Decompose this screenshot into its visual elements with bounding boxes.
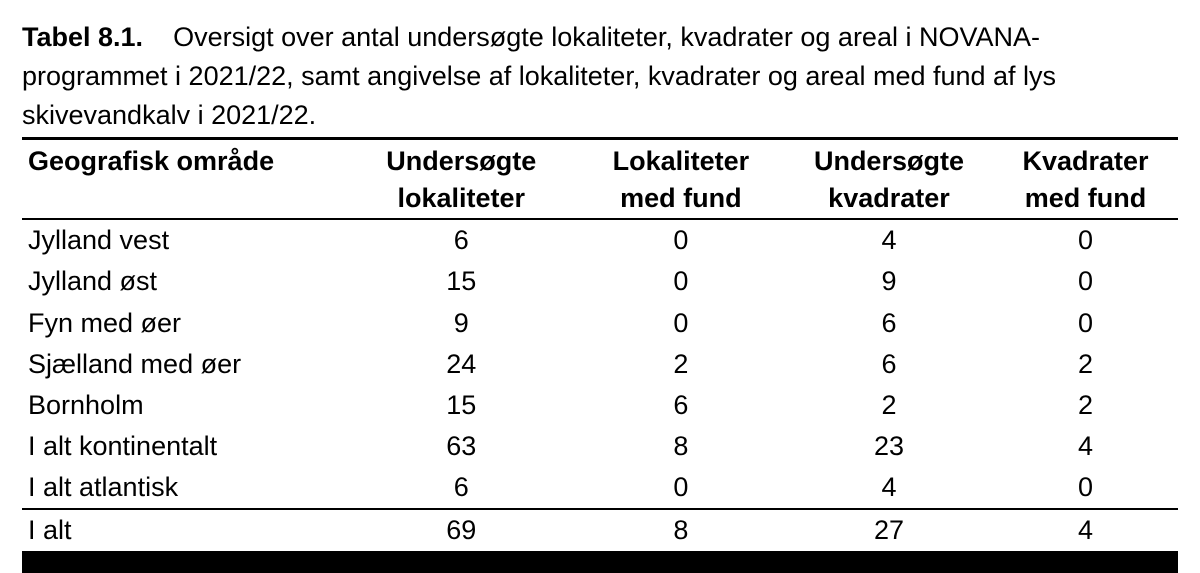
cell-value: 0 <box>577 303 785 344</box>
cell-value: 0 <box>993 467 1178 509</box>
cell-value: 0 <box>993 303 1178 344</box>
col-header-line2: kvadrater <box>828 183 950 213</box>
table-caption-line3: skivevandkalv i 2021/22. <box>22 100 316 130</box>
cell-value: 4 <box>993 426 1178 467</box>
cell-value: 2 <box>993 385 1178 426</box>
table-caption: Tabel 8.1. Oversigt over antal undersøgt… <box>22 18 1178 140</box>
cell-value: 23 <box>785 426 993 467</box>
table-row: I alt kontinentalt638234 <box>22 426 1178 467</box>
col-header-line1: Kvadrater <box>1022 146 1148 176</box>
col-header-line2: med fund <box>620 183 742 213</box>
col-header-line2: med fund <box>1025 183 1147 213</box>
cell-value: 9 <box>346 303 577 344</box>
cell-value: 24 <box>346 344 577 385</box>
cell-value: 2 <box>993 344 1178 385</box>
cell-value: 9 <box>785 261 993 302</box>
cell-value: 0 <box>577 219 785 261</box>
table-row: I alt698274 <box>22 509 1178 551</box>
table-header-row: Geografisk område Undersøgte lokaliteter… <box>22 141 1178 219</box>
col-header-line2: lokaliteter <box>397 183 525 213</box>
cell-value: 4 <box>785 467 993 509</box>
cell-value: 2 <box>785 385 993 426</box>
table-caption-line1: Oversigt over antal undersøgte lokalitet… <box>173 22 1040 52</box>
cell-value: 6 <box>577 385 785 426</box>
cell-value: 69 <box>346 509 577 551</box>
col-header-undersoegte-lokaliteter: Undersøgte lokaliteter <box>346 141 577 219</box>
table-row: Jylland vest6040 <box>22 219 1178 261</box>
cell-value: 8 <box>577 426 785 467</box>
cell-value: 6 <box>785 303 993 344</box>
table-caption-label: Tabel 8.1. <box>22 22 143 52</box>
table-row: Fyn med øer9060 <box>22 303 1178 344</box>
table-body: Jylland vest6040Jylland øst15090Fyn med … <box>22 219 1178 551</box>
cell-value: 0 <box>577 467 785 509</box>
table-row: Sjælland med øer24262 <box>22 344 1178 385</box>
cell-value: 0 <box>993 219 1178 261</box>
row-label: Fyn med øer <box>22 303 346 344</box>
col-header-line1: Lokaliteter <box>613 146 750 176</box>
cell-value: 0 <box>577 261 785 302</box>
row-label: I alt <box>22 509 346 551</box>
row-label: Bornholm <box>22 385 346 426</box>
data-table: Geografisk område Undersøgte lokaliteter… <box>22 141 1178 551</box>
cell-value: 63 <box>346 426 577 467</box>
col-header-line1: Undersøgte <box>814 146 964 176</box>
table-caption-text-inline <box>151 22 174 52</box>
col-header-line1: Undersøgte <box>386 146 536 176</box>
row-label: Jylland vest <box>22 219 346 261</box>
cell-value: 0 <box>993 261 1178 302</box>
cell-value: 4 <box>993 509 1178 551</box>
cell-value: 2 <box>577 344 785 385</box>
table-figure: Tabel 8.1. Oversigt over antal undersøgt… <box>0 0 1200 571</box>
col-header-geografisk-omraade: Geografisk område <box>22 141 346 219</box>
cell-value: 27 <box>785 509 993 551</box>
table-row: Bornholm15622 <box>22 385 1178 426</box>
row-label: I alt kontinentalt <box>22 426 346 467</box>
col-header-kvadrater-med-fund: Kvadrater med fund <box>993 141 1178 219</box>
cell-value: 8 <box>577 509 785 551</box>
table-row: Jylland øst15090 <box>22 261 1178 302</box>
cell-value: 6 <box>346 467 577 509</box>
cell-value: 15 <box>346 385 577 426</box>
table-bottom-rule <box>22 551 1178 573</box>
row-label: Jylland øst <box>22 261 346 302</box>
table-caption-line2: programmet i 2021/22, samt angivelse af … <box>22 61 1056 91</box>
table-row: I alt atlantisk6040 <box>22 467 1178 509</box>
cell-value: 4 <box>785 219 993 261</box>
col-header-line1: Geografisk område <box>28 146 274 176</box>
cell-value: 6 <box>346 219 577 261</box>
col-header-undersoegte-kvadrater: Undersøgte kvadrater <box>785 141 993 219</box>
row-label: I alt atlantisk <box>22 467 346 509</box>
cell-value: 6 <box>785 344 993 385</box>
row-label: Sjælland med øer <box>22 344 346 385</box>
col-header-lokaliteter-med-fund: Lokaliteter med fund <box>577 141 785 219</box>
cell-value: 15 <box>346 261 577 302</box>
